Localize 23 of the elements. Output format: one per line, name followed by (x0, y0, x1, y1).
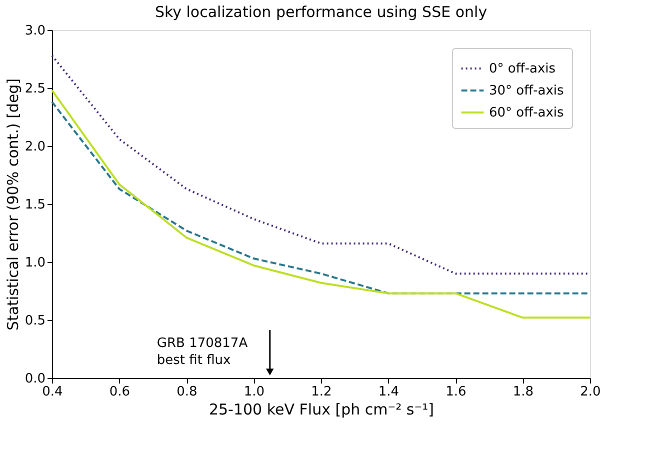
x-tick-label: 2.0 (580, 384, 601, 400)
y-tick-label: 2.5 (24, 82, 46, 96)
y-tick-label: 2.0 (24, 140, 46, 154)
legend-label: 60° off-axis (489, 106, 564, 120)
x-tick-label: 1.8 (512, 384, 534, 400)
annotation: GRB 170817A best fit flux (156, 336, 248, 368)
y-tick-label: 3.0 (24, 24, 46, 38)
y-tick-label: 0.0 (24, 372, 46, 386)
x-tick-label: 0.8 (176, 384, 198, 400)
x-tick-label: 1.0 (244, 384, 265, 400)
chart-title: Sky localization performance using SSE only (154, 3, 488, 21)
legend-label: 30° off-axis (489, 84, 564, 98)
y-tick-label: 1.0 (24, 256, 46, 270)
x-tick-label: 0.4 (42, 384, 63, 400)
x-tick-label: 1.6 (446, 384, 466, 400)
legend-label: 0° off-axis (489, 62, 556, 76)
y-axis-title: Statistical error (90% cont.) [deg] (4, 78, 22, 331)
x-tick-label: 0.6 (109, 384, 130, 400)
y-tick-label: 0.5 (24, 314, 46, 328)
x-tick-label: 1.2 (311, 384, 332, 400)
y-tick-label: 1.5 (24, 198, 46, 212)
x-axis-title: 25-100 keV Flux [ph cm⁻² s⁻¹] (208, 400, 434, 418)
x-tick-label: 1.4 (378, 384, 400, 400)
